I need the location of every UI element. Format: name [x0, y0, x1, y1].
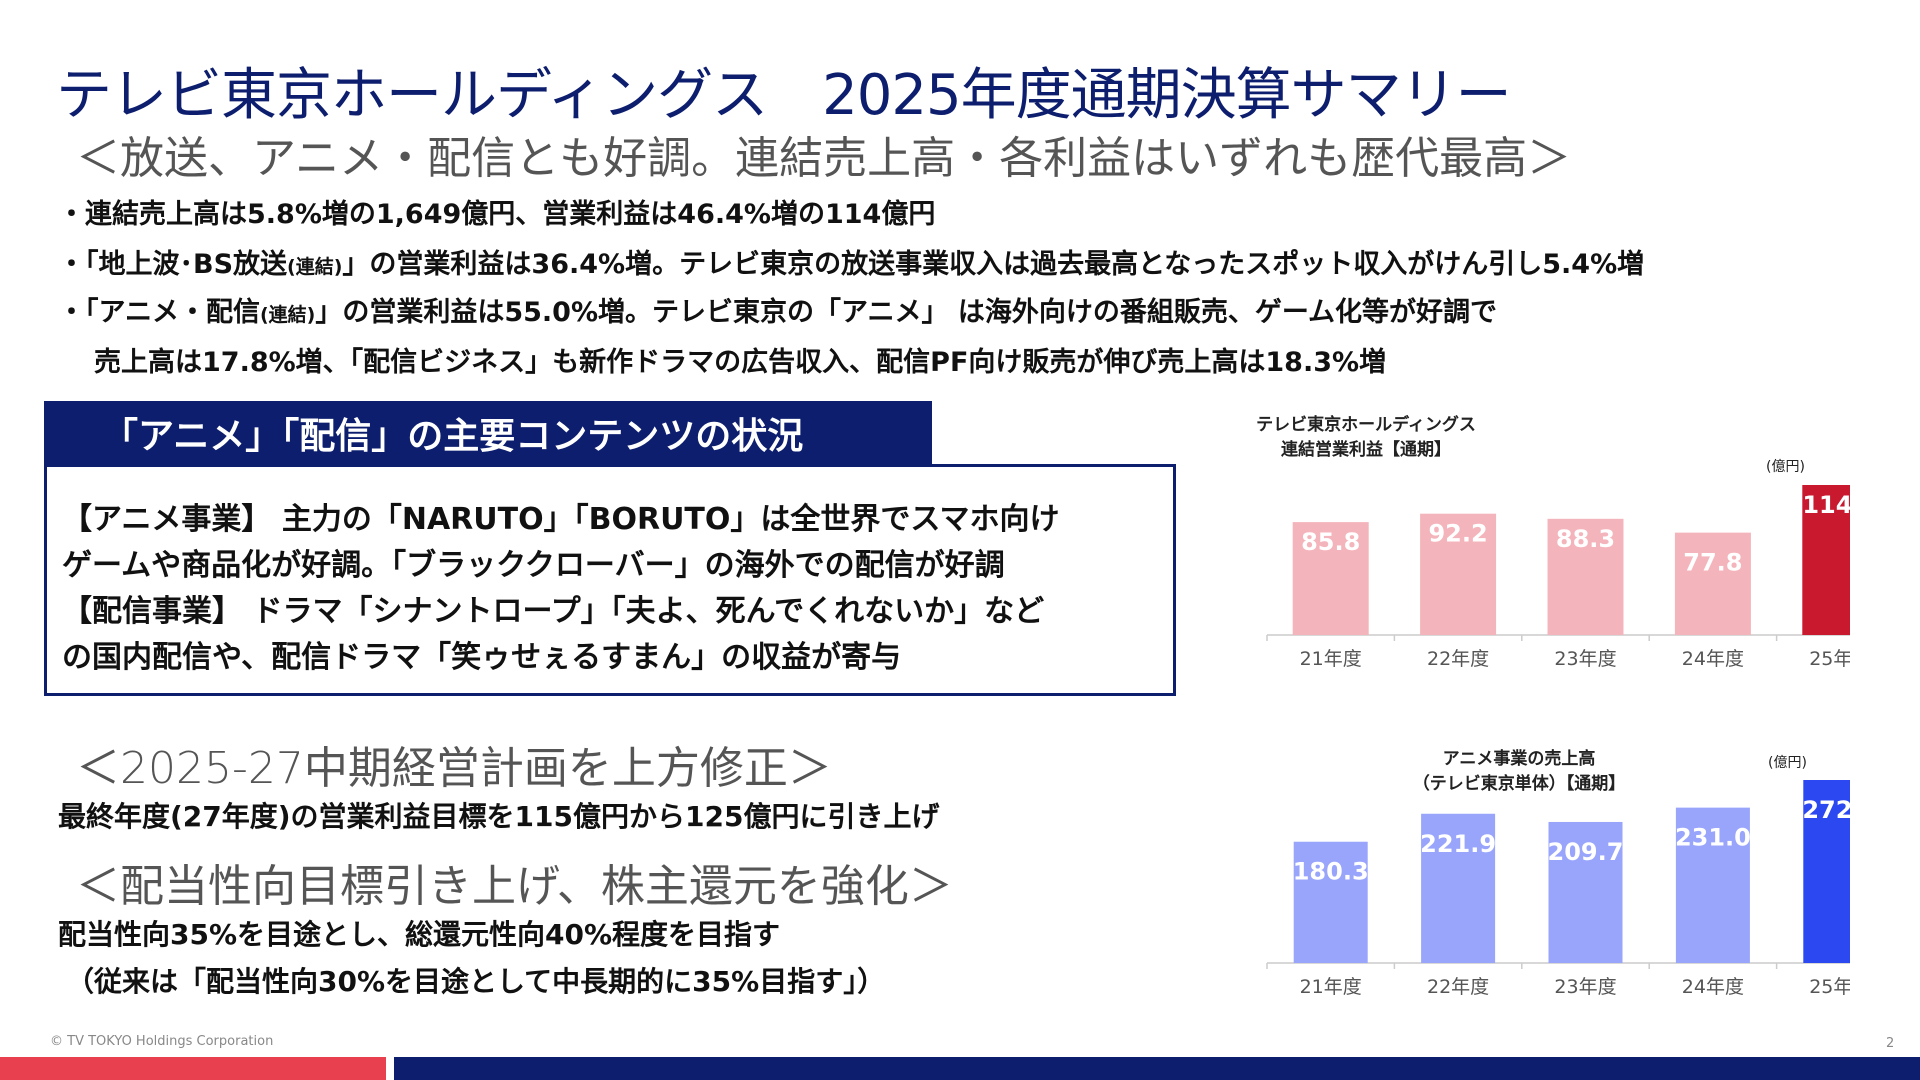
chart2-value-label: 221.9 — [1420, 830, 1496, 858]
panel-line-2: ゲームや商品化が好調。「ブラッククローバー」の海外での配信が好調 — [62, 548, 1005, 583]
bullet-2-text-b: 」の営業利益は36.4%増。テレビ東京の放送事業収入は過去最高となったスポット収… — [342, 249, 1645, 280]
page-title: テレビ東京ホールディングス 2025年度通期決算サマリー — [56, 63, 1512, 128]
copyright: © TV TOKYO Holdings Corporation — [50, 1034, 274, 1049]
chart1-bar-21年度 — [1292, 522, 1369, 635]
content-status-panel — [44, 464, 1176, 696]
chart2-category-label: 23年度 — [1554, 976, 1616, 998]
chart1-bar-25年度 — [1802, 485, 1850, 635]
chart1-title-line1: テレビ東京ホールディングス — [1256, 415, 1476, 435]
chart2-value-label: 272.1 — [1802, 796, 1850, 824]
panel-line-4: の国内配信や、配信ドラマ「笑ゥせぇるすまん」の収益が寄与 — [62, 640, 902, 675]
chart2-category-label: 21年度 — [1300, 976, 1362, 998]
chart1-title: テレビ東京ホールディングス 連結営業利益【通期】 — [1166, 410, 1566, 460]
chart1-unit: (億円) — [1766, 459, 1805, 475]
chart2-title-line1: アニメ事業の売上高 — [1442, 749, 1596, 769]
chart1-bar-23年度 — [1547, 518, 1624, 635]
chart2-title: アニメ事業の売上高 （テレビ東京単体）【通期】 — [1319, 744, 1719, 794]
chart2-category-label: 25年度 — [1809, 976, 1850, 998]
chart1-title-line2: 連結営業利益【通期】 — [1281, 440, 1451, 460]
bullet-3-note: (連結) — [259, 304, 316, 326]
chart1-bar-22年度 — [1420, 513, 1497, 635]
panel-line-3: 【配信事業】 ドラマ「シナントロープ」「夫よ、死んでくれないか」など — [62, 594, 1045, 629]
bullet-3-text-a: ・「アニメ・配信 — [58, 297, 260, 328]
chart2-category-label: 24年度 — [1682, 976, 1744, 998]
summary-bullet-1: ・連結売上高は5.8%増の1,649億円、営業利益は46.4%増の114億円 — [58, 199, 936, 230]
chart1-value-label: 88.3 — [1556, 525, 1615, 553]
chart2-unit: (億円) — [1768, 755, 1807, 771]
summary-headline: ＜放送、アニメ・配信とも好調。連結売上高・各利益はいずれも歴代最高＞ — [76, 133, 1572, 184]
chart2-bar-21年度 — [1293, 841, 1368, 963]
chart2-bar-23年度 — [1548, 821, 1623, 963]
chart1-category-label: 22年度 — [1427, 648, 1489, 670]
footer-accent-red — [0, 1057, 386, 1080]
dividend-text-2: （従来は「配当性向30%を目途として中長期的に35%目指す」） — [66, 965, 886, 998]
chart1-category-label: 25年度 — [1809, 648, 1850, 670]
chart2-value-label: 180.3 — [1293, 858, 1369, 886]
footer-accent-navy — [394, 1057, 1920, 1080]
chart2-title-line2: （テレビ東京単体）【通期】 — [1412, 774, 1626, 794]
dividend-headline: ＜配当性向目標引き上げ、株主還元を強化＞ — [76, 861, 953, 912]
panel-line-1: 【アニメ事業】 主力の「NARUTO」「BORUTO」は全世界でスマホ向け — [62, 502, 1060, 537]
bullet-3-text-b: 」の営業利益は55.0%増。テレビ東京の「アニメ」 は海外向けの番組販売、ゲーム… — [315, 297, 1498, 328]
page-number: 2 — [1886, 1036, 1895, 1051]
bullet-2-text-a: ・「地上波･BS放送 — [58, 249, 288, 280]
chart2-bar-25年度 — [1803, 780, 1850, 963]
summary-bullet-3-continued: 売上高は17.8%増、「配信ビジネス」も新作ドラマの広告収入、配信PF向け販売が… — [94, 347, 1387, 378]
summary-bullet-2: ・「地上波･BS放送(連結)」の営業利益は36.4%増。テレビ東京の放送事業収入… — [58, 242, 1644, 281]
chart1-category-label: 21年度 — [1300, 648, 1362, 670]
chart2-bar-22年度 — [1421, 813, 1496, 963]
summary-bullet-3: ・「アニメ・配信(連結)」の営業利益は55.0%増。テレビ東京の「アニメ」 は海… — [58, 290, 1497, 329]
chart2-value-label: 231.0 — [1675, 824, 1751, 852]
content-status-panel-tab: 「アニメ」「配信」の主要コンテンツの状況 — [44, 401, 932, 465]
chart1-value-label: 92.2 — [1428, 520, 1487, 548]
chart2-bar-24年度 — [1675, 807, 1750, 963]
chart1-category-label: 23年度 — [1554, 648, 1616, 670]
chart1-value-label: 77.8 — [1683, 549, 1742, 577]
chart1-value-label: 114.0 — [1802, 491, 1850, 519]
chart2-category-label: 22年度 — [1427, 976, 1489, 998]
plan-headline: ＜2025-27中期経営計画を上方修正＞ — [76, 743, 832, 794]
chart1-category-label: 24年度 — [1682, 648, 1744, 670]
chart1-bar-24年度 — [1674, 532, 1751, 635]
chart1-value-label: 85.8 — [1301, 528, 1360, 556]
dividend-text-1: 配当性向35%を目途とし、総還元性向40%程度を目指す — [58, 918, 781, 951]
operating-income-chart: 85.8 21年度 92.2 22年度 88.3 23年度 77.8 24年度 114.0 25年… — [1266, 485, 1850, 670]
bullet-2-note: (連結) — [287, 256, 343, 278]
plan-text: 最終年度(27年度)の営業利益目標を115億円から125億円に引き上げ — [58, 800, 940, 833]
chart2-value-label: 209.7 — [1548, 838, 1624, 866]
anime-sales-chart: 180.3 21年度 221.9 22年度 209.7 23年度 231.0 24年度 272.… — [1266, 780, 1850, 998]
